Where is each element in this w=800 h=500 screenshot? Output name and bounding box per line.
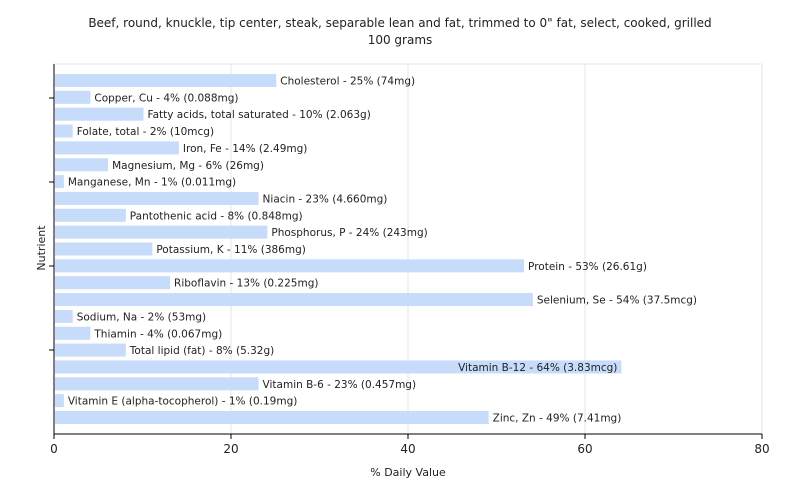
- bar: [55, 309, 73, 323]
- bar: [55, 259, 525, 273]
- bar-label: Zinc, Zn - 49% (7.41mg): [493, 413, 622, 425]
- x-tick-label: 40: [400, 442, 415, 456]
- bar: [55, 107, 144, 121]
- bar: [55, 394, 64, 408]
- bar-label: Riboflavin - 13% (0.225mg): [174, 278, 318, 290]
- bar: [55, 276, 171, 290]
- bar-label: Vitamin B-6 - 23% (0.457mg): [263, 379, 417, 391]
- bar: [55, 90, 91, 104]
- bar-label: Pantothenic acid - 8% (0.848mg): [130, 210, 303, 222]
- axes: 0 20 40 60 80: [49, 64, 770, 456]
- bar: [55, 141, 179, 155]
- chart-subtitle: 100 grams: [368, 33, 433, 47]
- chart-title: Beef, round, knuckle, tip center, steak,…: [88, 16, 711, 30]
- bar: [55, 175, 64, 189]
- bar-label: Thiamin - 4% (0.067mg): [93, 328, 222, 340]
- bar: [55, 326, 91, 340]
- bar: [55, 293, 533, 307]
- bar-label: Protein - 53% (26.61g): [528, 261, 647, 273]
- bar: [55, 158, 109, 172]
- bar-label: Manganese, Mn - 1% (0.011mg): [68, 177, 236, 189]
- bar: [55, 74, 277, 87]
- bar-label: Copper, Cu - 4% (0.088mg): [94, 92, 238, 104]
- x-tick-label: 0: [50, 442, 58, 456]
- bar: [55, 242, 153, 256]
- bar-label: Vitamin B-12 - 64% (3.83mcg): [458, 362, 617, 374]
- bar-label: Potassium, K - 11% (386mg): [156, 244, 306, 256]
- bar: [55, 411, 489, 424]
- bar-label: Niacin - 23% (4.660mg): [263, 193, 388, 205]
- bar-label: Folate, total - 2% (10mcg): [77, 126, 214, 138]
- bar-label: Sodium, Na - 2% (53mg): [77, 311, 206, 323]
- bar-label: Fatty acids, total saturated - 10% (2.06…: [148, 109, 371, 121]
- bar: [55, 225, 268, 239]
- x-tick-label: 20: [223, 442, 238, 456]
- x-tick-label: 60: [577, 442, 592, 456]
- bar: [55, 208, 126, 222]
- bar-label: Iron, Fe - 14% (2.49mg): [183, 143, 307, 155]
- bar-label: Cholesterol - 25% (74mg): [280, 76, 415, 88]
- y-axis-label: Nutrient: [35, 225, 48, 271]
- x-tick-label: 80: [754, 442, 769, 456]
- bar-label: Phosphorus, P - 24% (243mg): [271, 227, 427, 239]
- bar-label: Magnesium, Mg - 6% (26mg): [112, 160, 264, 172]
- bar-label: Selenium, Se - 54% (37.5mcg): [537, 295, 697, 307]
- bar: [55, 343, 126, 357]
- bar-label: Total lipid (fat) - 8% (5.32g): [129, 345, 274, 357]
- bar: [55, 191, 259, 205]
- bars: Cholesterol - 25% (74mg) Copper, Cu - 4% …: [55, 74, 697, 425]
- x-axis-label: % Daily Value: [370, 466, 446, 479]
- bar: [55, 377, 259, 391]
- bar: [55, 360, 622, 374]
- bar: [55, 124, 73, 138]
- bar-label: Vitamin E (alpha-tocopherol) - 1% (0.19m…: [68, 396, 298, 408]
